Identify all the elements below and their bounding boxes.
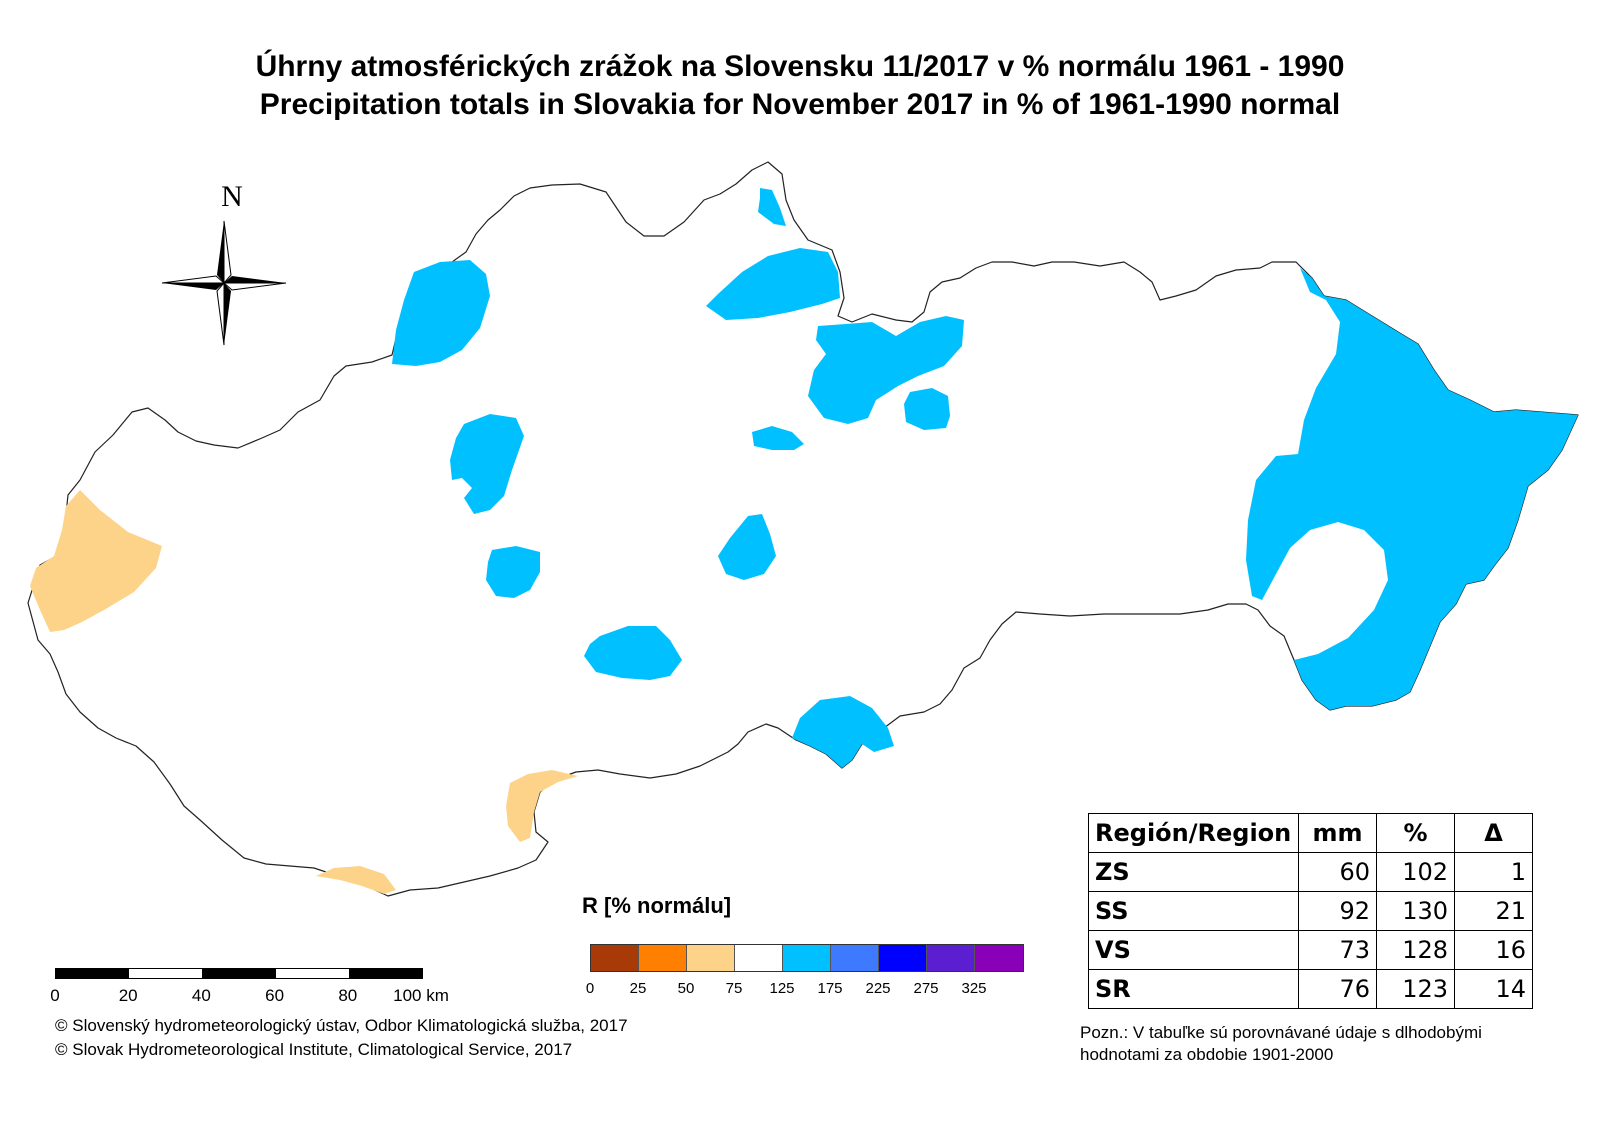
percent-cell: 130 — [1376, 891, 1455, 931]
mm-cell: 92 — [1298, 891, 1377, 931]
wet-zone-nw — [392, 260, 490, 366]
legend-tick-label: 0 — [585, 980, 595, 997]
dry-zone-west — [30, 490, 162, 632]
region-cell: SS — [1088, 891, 1299, 931]
mm-cell: 73 — [1298, 930, 1377, 970]
legend-tick-label: 175 — [817, 980, 843, 997]
mm-cell: 60 — [1298, 852, 1377, 892]
legend-swatch — [639, 945, 687, 971]
percent-cell: 123 — [1376, 969, 1455, 1009]
legend-swatch — [591, 945, 639, 971]
delta-cell: 16 — [1454, 930, 1533, 970]
legend-tick-label: 225 — [865, 980, 891, 997]
wet-zone-central-small — [752, 426, 804, 450]
wet-zone-central-west — [450, 414, 524, 514]
legend-tick-label: 50 — [677, 980, 695, 997]
legend-swatch — [783, 945, 831, 971]
legend-swatch — [831, 945, 879, 971]
table-header-row: Región/Region mm % Δ — [1088, 813, 1533, 853]
map-title-en: Precipitation totals in Slovakia for Nov… — [259, 88, 1341, 121]
wet-zone-tatra-east — [808, 316, 964, 424]
map-title-sk: Úhrny atmosférických zrážok na Slovensku… — [255, 50, 1345, 83]
percent-cell: 128 — [1376, 930, 1455, 970]
scale-tick-label: 20 — [118, 986, 138, 1005]
header-mm: mm — [1298, 813, 1377, 853]
table-row: SS 92 130 21 — [1088, 891, 1533, 931]
wet-zone-south — [792, 696, 894, 768]
scale-tick-label: 0 — [50, 986, 60, 1005]
delta-cell: 1 — [1454, 852, 1533, 892]
scale-bar — [55, 968, 423, 979]
legend-title: R [% normálu] — [582, 893, 732, 918]
scale-segment — [348, 969, 423, 978]
mm-cell: 76 — [1298, 969, 1377, 1009]
wet-zone-south-central — [584, 626, 682, 680]
dry-zone-danube — [316, 866, 396, 894]
legend-tick-label: 75 — [725, 980, 743, 997]
legend-tick-label: 25 — [629, 980, 647, 997]
legend-tick-label: 125 — [769, 980, 795, 997]
north-label: N — [221, 180, 243, 213]
legend-colorbar — [590, 944, 1024, 972]
scale-unit-label: 100 km — [393, 986, 449, 1005]
table-row: ZS 60 102 1 — [1088, 852, 1533, 892]
scale-tick-label: 80 — [338, 986, 358, 1005]
scale-segment — [276, 969, 349, 978]
wet-zone-orava — [758, 188, 786, 226]
region-cell: ZS — [1088, 852, 1299, 892]
table-note: Pozn.: V tabuľke sú porovnávané údaje s … — [1080, 1023, 1482, 1064]
delta-cell: 14 — [1454, 969, 1533, 1009]
dry-zone-south — [506, 770, 578, 842]
header-region: Región/Region — [1088, 813, 1299, 853]
scale-tick-label: 60 — [265, 986, 285, 1005]
north-arrow-icon — [161, 220, 287, 346]
wet-zone-tatra-west — [706, 248, 840, 320]
legend-tick-label: 275 — [913, 980, 939, 997]
header-percent: % — [1376, 813, 1455, 853]
percent-cell: 102 — [1376, 852, 1455, 892]
scale-segment — [202, 969, 276, 978]
region-stats-table: Región/Region mm % Δ ZS 60 102 1 SS 92 1… — [1088, 813, 1533, 1009]
legend-swatch — [879, 945, 927, 971]
scale-segment — [56, 969, 130, 978]
legend-swatch — [687, 945, 735, 971]
header-delta: Δ — [1454, 813, 1533, 853]
legend-swatch — [975, 945, 1023, 971]
legend-swatch — [927, 945, 975, 971]
wet-zone-east — [1246, 268, 1578, 710]
legend-swatch — [735, 945, 783, 971]
region-cell: SR — [1088, 969, 1299, 1009]
delta-cell: 21 — [1454, 891, 1533, 931]
credit-en: © Slovak Hydrometeorological Institute, … — [55, 1040, 573, 1059]
wet-zone-central-mid — [718, 514, 776, 580]
region-cell: VS — [1088, 930, 1299, 970]
wet-zone-central-lower — [486, 546, 540, 598]
table-row: SR 76 123 14 — [1088, 969, 1533, 1009]
wet-zone-spis — [904, 388, 950, 430]
legend-tick-label: 325 — [961, 980, 987, 997]
dry-zones — [30, 490, 578, 894]
table-row: VS 73 128 16 — [1088, 930, 1533, 970]
wet-zones — [392, 188, 1578, 768]
scale-segment — [129, 969, 202, 978]
credit-sk: © Slovenský hydrometeorologický ústav, O… — [55, 1016, 628, 1035]
scale-tick-label: 40 — [191, 986, 211, 1005]
